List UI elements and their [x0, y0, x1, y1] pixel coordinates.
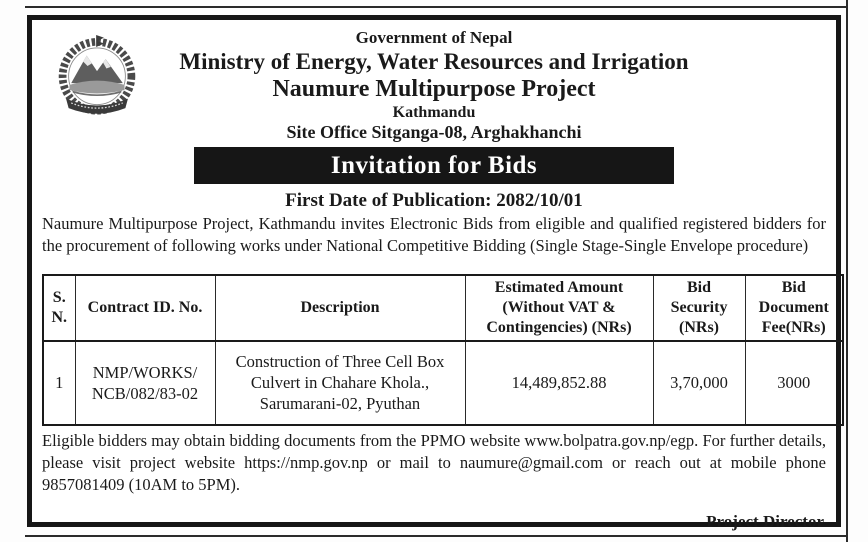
invitation-for-bids-banner: Invitation for Bids — [194, 147, 674, 184]
contract-id-line-2: NCB/082/83-02 — [91, 383, 199, 403]
right-hairline-rule — [846, 0, 848, 542]
publication-date-line: First Date of Publication: 2082/10/01 — [285, 190, 583, 211]
cell-bid-security: 3,70,000 — [652, 340, 746, 425]
government-line: Government of Nepal — [355, 28, 513, 47]
top-hairline-rule — [25, 6, 848, 8]
site-office-line: Site Office Sitganga-08, Arghakhanchi — [286, 122, 582, 142]
signature-line: Project Director — [706, 512, 824, 531]
cell-estimated-amount: 14,489,852.88 — [464, 340, 654, 425]
table-header-row: S. N. Contract ID. No. Description Estim… — [42, 274, 844, 342]
header-estimated-amount: Estimated Amount (Without VAT & Continge… — [464, 274, 654, 342]
header-description: Description — [214, 274, 466, 342]
project-name-line: Naumure Multipurpose Project — [272, 76, 596, 102]
header-bid-security: Bid Security (NRs) — [652, 274, 746, 342]
footer-note-paragraph: Eligible bidders may obtain bidding docu… — [42, 430, 826, 494]
notice-border-box: Government of Nepal Ministry of Energy, … — [27, 15, 844, 531]
bottom-hairline-rule — [25, 535, 848, 537]
bids-table: S. N. Contract ID. No. Description Estim… — [42, 273, 844, 426]
contract-id-line-1: NMP/WORKS/ — [92, 362, 198, 382]
cell-description: Construction of Three Cell Box Culvert i… — [214, 340, 466, 425]
cell-contract-id: NMP/WORKS/ NCB/082/83-02 — [74, 340, 216, 425]
header-sn: S. N. — [42, 274, 76, 342]
header-bid-document-fee: Bid Document Fee(NRs) — [744, 274, 844, 342]
ministry-line: Ministry of Energy, Water Resources and … — [179, 49, 689, 74]
table-row: 1 NMP/WORKS/ NCB/082/83-02 Construction … — [42, 340, 844, 425]
intro-paragraph: Naumure Multipurpose Project, Kathmandu … — [42, 214, 826, 255]
city-line: Kathmandu — [392, 104, 476, 121]
cell-sn: 1 — [42, 340, 76, 425]
nepal-government-emblem-logo — [58, 35, 136, 115]
cell-bid-document-fee: 3000 — [744, 340, 844, 425]
header-contract-id: Contract ID. No. — [74, 274, 216, 342]
